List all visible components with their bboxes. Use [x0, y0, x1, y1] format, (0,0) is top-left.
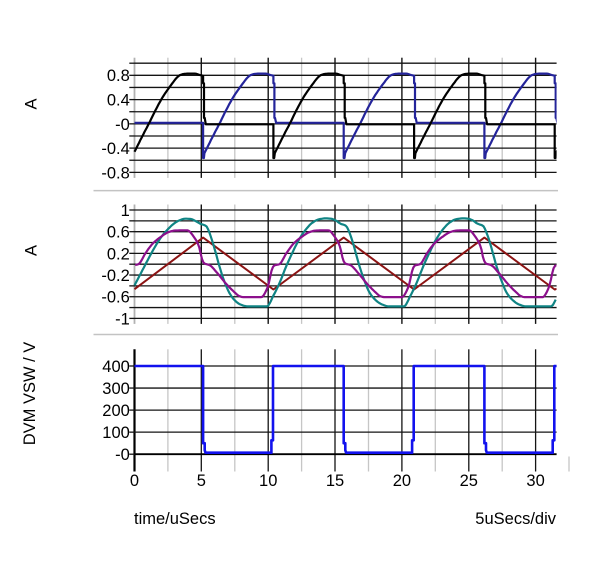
svg-text:30: 30 — [526, 472, 544, 490]
svg-text:15: 15 — [326, 472, 344, 490]
svg-text:25: 25 — [460, 472, 478, 490]
svg-text:5uSecs/div: 5uSecs/div — [475, 510, 556, 528]
svg-text:A: A — [22, 98, 40, 109]
svg-text:300: 300 — [102, 380, 130, 398]
svg-text:100: 100 — [102, 424, 130, 442]
svg-text:400: 400 — [102, 358, 130, 376]
svg-text:-0: -0 — [115, 116, 130, 134]
svg-text:0: 0 — [130, 472, 139, 490]
svg-text:-0.8: -0.8 — [101, 164, 129, 182]
svg-text:A: A — [22, 245, 40, 256]
svg-text:-1: -1 — [115, 310, 130, 328]
svg-text:-0.6: -0.6 — [101, 289, 129, 307]
svg-text:0.2: 0.2 — [107, 245, 130, 263]
svg-text:1: 1 — [121, 202, 130, 220]
svg-text:-0.2: -0.2 — [101, 267, 129, 285]
svg-text:0.8: 0.8 — [107, 67, 130, 85]
svg-text:DVM VSW / V: DVM VSW / V — [21, 342, 39, 446]
svg-text:200: 200 — [102, 402, 130, 420]
svg-text:time/uSecs: time/uSecs — [134, 510, 216, 528]
svg-text:0.6: 0.6 — [107, 224, 130, 242]
svg-text:-0: -0 — [115, 446, 130, 464]
svg-text:5: 5 — [197, 472, 206, 490]
svg-text:10: 10 — [259, 472, 277, 490]
svg-text:20: 20 — [393, 472, 411, 490]
svg-text:-0.4: -0.4 — [101, 140, 129, 158]
svg-text:0.4: 0.4 — [107, 92, 130, 110]
